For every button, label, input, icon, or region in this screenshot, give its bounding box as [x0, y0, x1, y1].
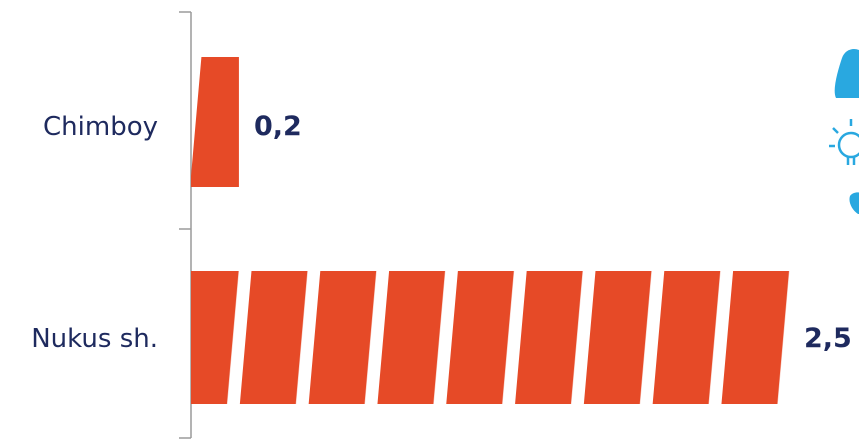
bar-nukus-sh: [191, 271, 790, 404]
bar-chimboy: [191, 57, 239, 187]
data-label: 0,2: [254, 111, 302, 142]
bars-group: [191, 57, 790, 404]
data-label: 2,5: [804, 323, 852, 354]
category-label: Nukus sh.: [31, 324, 158, 354]
idea-lightbulb-icon: [829, 49, 859, 214]
category-label: Chimboy: [43, 112, 158, 142]
